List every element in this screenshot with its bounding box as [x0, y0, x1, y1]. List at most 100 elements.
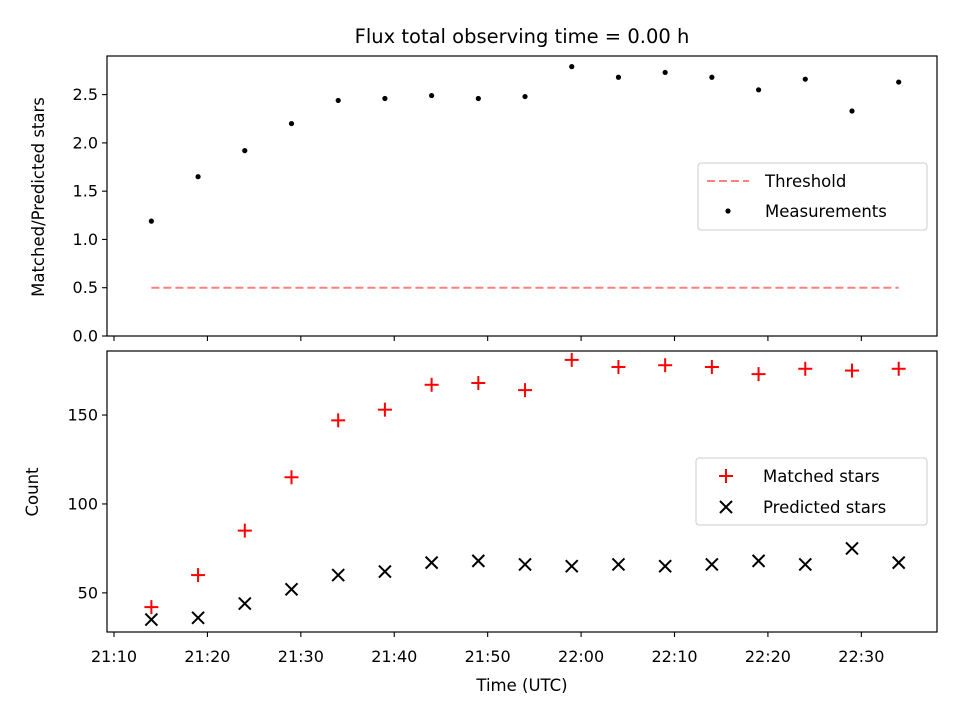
predicted-stars-legend-swatch [719, 500, 733, 514]
predicted-star-point [565, 559, 579, 573]
top-y-tick-label: 1.0 [73, 230, 98, 249]
predicted-star-stroke-b [751, 554, 766, 568]
bottom-axes-frame [106, 350, 938, 633]
matched-star-point [471, 376, 486, 391]
predicted-star-point [705, 557, 719, 572]
bottom-legend: Matched stars Predicted stars [695, 457, 928, 526]
predicted-star-stroke-b [798, 557, 812, 572]
predicted-star-stroke-b [144, 612, 159, 627]
top-legend: Threshold Measurements [697, 162, 928, 231]
bottom-legend-box [695, 457, 928, 526]
predicted-star-stroke-b [471, 554, 486, 568]
predicted-stars-legend-label: Predicted stars [763, 498, 886, 517]
measurement-point [709, 74, 715, 80]
top-y-tick-label: 2.5 [73, 85, 98, 104]
x-tick-label: 22:30 [838, 647, 884, 666]
matched-star-point [798, 361, 813, 376]
predicted-star-point [378, 564, 392, 579]
predicted-star-stroke-b [845, 541, 859, 556]
predicted-star-point [751, 554, 766, 568]
top-legend-box [697, 162, 928, 231]
predicted-star-point [658, 559, 672, 573]
predicted-star-point [191, 611, 205, 625]
top-panel: Flux total observing time = 0.00 h Match… [29, 25, 938, 346]
top-plot-area: 0.0 0.5 1.0 1.5 2.0 2.5 [73, 64, 902, 346]
x-tick-label: 22:20 [745, 647, 791, 666]
top-y-axis-label: Matched/Predicted stars [29, 97, 48, 297]
matched-star-point [237, 523, 252, 538]
predicted-star-stroke-b [191, 611, 205, 625]
matched-stars-legend-swatch [719, 469, 733, 483]
top-axes-frame [106, 55, 938, 337]
matched-star-point [331, 413, 346, 428]
measurement-point [522, 93, 528, 100]
predicted-star-point [424, 555, 439, 570]
measurement-point [148, 218, 154, 224]
matched-star-point [518, 383, 533, 398]
x-tick-label: 22:10 [651, 647, 697, 666]
x-axis-label: Time (UTC) [475, 676, 567, 695]
predicted-star-stroke-b [331, 568, 345, 582]
measurements-legend-swatch [725, 208, 731, 214]
measurement-point [242, 148, 248, 154]
matched-star-point [751, 367, 766, 382]
matched-star-point [891, 361, 906, 376]
matched-star-point [704, 360, 719, 375]
matched-star-point [284, 470, 299, 485]
predicted-star-stroke-b [238, 596, 252, 611]
predicted-star-point [284, 582, 299, 597]
predicted-star-stroke-b [705, 557, 719, 572]
matched-star-point [424, 377, 439, 392]
x-tick-label: 21:50 [465, 647, 511, 666]
predicted-star-point [471, 554, 486, 568]
measurement-point [382, 95, 388, 102]
measurement-point [849, 108, 855, 114]
matched-star-point [564, 352, 579, 367]
measurement-point [896, 79, 902, 85]
predicted-star-point [238, 596, 252, 611]
predicted-star-stroke-b [658, 559, 672, 573]
predicted-star-point [144, 612, 159, 627]
x-tick-label: 21:10 [91, 647, 137, 666]
matched-star-point [377, 402, 392, 417]
predicted-star-point [798, 557, 812, 572]
measurement-point [429, 92, 435, 99]
predicted-star-point [518, 557, 532, 572]
measurement-point [195, 174, 201, 180]
x-tick-label: 21:20 [184, 647, 230, 666]
predicted-star-point [611, 557, 626, 572]
bottom-y-tick-label: 50 [78, 583, 98, 602]
matched-star-point [658, 358, 673, 373]
measurement-point [755, 87, 762, 93]
measurement-point [662, 69, 668, 76]
measurement-point [288, 120, 295, 127]
threshold-legend-label: Threshold [764, 172, 846, 191]
bottom-y-axis-label: Count [23, 467, 42, 517]
matched-star-point [844, 363, 859, 378]
bottom-y-tick-label: 100 [67, 494, 98, 513]
top-y-tick-label: 0.0 [73, 327, 98, 346]
predicted-star-stroke-b [284, 582, 299, 597]
top-y-tick-label: 2.0 [73, 133, 98, 152]
x-tick-label: 22:00 [558, 647, 604, 666]
top-y-tick-label: 0.5 [73, 278, 98, 297]
measurement-point [335, 97, 341, 104]
bottom-y-tick-label: 150 [67, 406, 98, 425]
matched-star-point [611, 360, 626, 375]
measurement-point [569, 64, 575, 70]
predicted-star-stroke-b [378, 564, 392, 579]
measurement-point [615, 74, 622, 80]
x-tick-label: 21:30 [278, 647, 324, 666]
predicted-star-point [891, 555, 906, 570]
matched-stars-legend-label: Matched stars [763, 467, 880, 486]
bottom-panel: Count Time (UTC) 50 100 150 21:10 21:20 21:30… [23, 350, 938, 695]
measurements-legend-label: Measurements [765, 202, 887, 221]
predicted-star-point [845, 541, 859, 556]
top-y-tick-label: 1.5 [73, 182, 98, 201]
x-tick-label: 21:40 [371, 647, 417, 666]
chart-title: Flux total observing time = 0.00 h [355, 25, 690, 48]
matched-star-point [144, 600, 159, 615]
predicted-star-stroke-b [565, 559, 579, 573]
